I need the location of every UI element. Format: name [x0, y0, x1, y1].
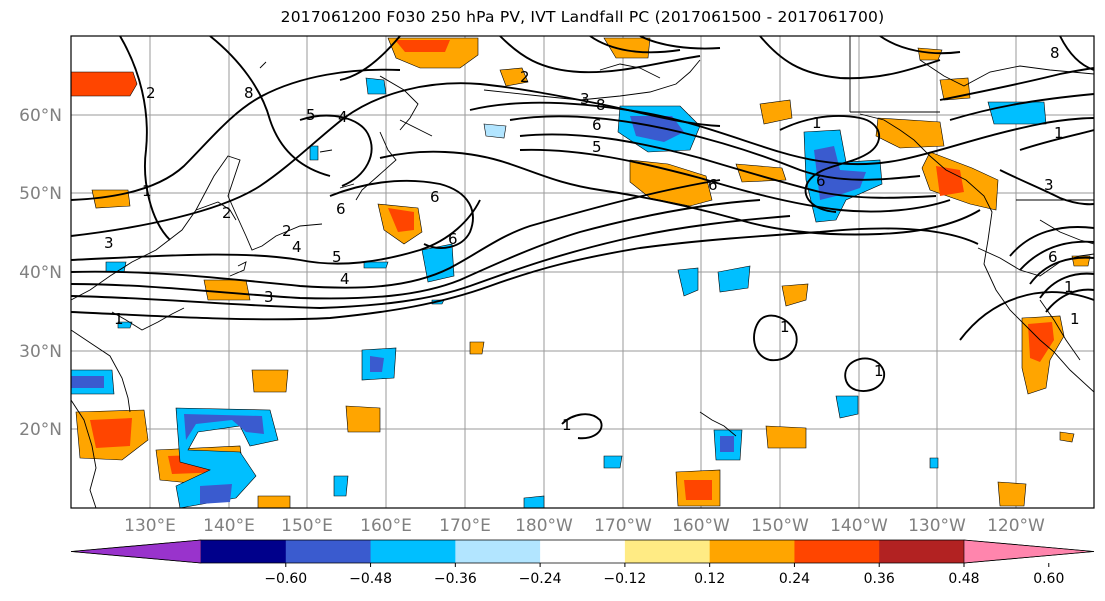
colorbar-segment — [879, 540, 965, 563]
lon-label: 140°W — [830, 516, 888, 536]
contour-label: 8 — [244, 84, 254, 102]
colorbar-tick-label: −0.24 — [519, 571, 562, 587]
contour-label: 1 — [1070, 310, 1080, 328]
contour-labels: 2 8 5 4 6 6 2 3 1 2 4 5 4 3 6 8 6 3 5 2 … — [104, 44, 1080, 434]
contour-label: 3 — [104, 234, 114, 252]
contour-label: 2 — [146, 84, 156, 102]
colorbar-tick-label: 0.24 — [779, 571, 810, 587]
colorbar-segment — [455, 540, 541, 563]
contour-label: 3 — [1044, 176, 1054, 194]
contour-label: 1 — [874, 362, 884, 380]
colorbar-extend-low — [70, 539, 202, 564]
contour-label: 8 — [1050, 44, 1060, 62]
contour-label: 4 — [292, 238, 302, 256]
lon-label: 170°E — [439, 516, 491, 536]
contour-label: 1 — [812, 114, 822, 132]
colorbar-segment — [540, 540, 626, 563]
contour-label: 2 — [222, 204, 232, 222]
colorbar-tick-label: −0.36 — [434, 571, 477, 587]
contour-label: 1 — [562, 416, 572, 434]
lat-label: 30°N — [19, 342, 62, 362]
map-frame — [70, 35, 1095, 509]
colorbar-tick-label: 0.48 — [948, 571, 979, 587]
lon-label: 160°E — [360, 516, 412, 536]
pv-contours — [71, 36, 1094, 440]
contour-label: 2 — [282, 222, 292, 240]
lat-label: 50°N — [19, 184, 62, 204]
contour-label: 3 — [580, 90, 590, 108]
contour-label: 1 — [1064, 278, 1074, 296]
contour-label: 1 — [114, 310, 124, 328]
colorbar-segment — [709, 540, 795, 563]
latitude-labels: 60°N 50°N 40°N 30°N 20°N — [19, 106, 62, 440]
lon-label: 170°W — [594, 516, 652, 536]
contour-label: 1 — [780, 318, 790, 336]
lon-label: 160°W — [672, 516, 730, 536]
page-title: 2017061200 F030 250 hPa PV, IVT Landfall… — [280, 8, 885, 26]
lon-label: 150°E — [281, 516, 333, 536]
contour-label: 6 — [430, 188, 440, 206]
ivt-anomaly-fills — [71, 37, 1091, 508]
colorbar-segment — [370, 540, 456, 563]
colorbar-tick-label: 0.60 — [1033, 571, 1064, 587]
colorbar-outline — [70, 539, 1095, 564]
contour-label: 3 — [264, 288, 274, 306]
longitude-labels: 130°E 140°E 150°E 160°E 170°E 180°W 170°… — [124, 516, 1045, 536]
contour-label: 4 — [340, 270, 350, 288]
colorbar-tick-label: 0.12 — [694, 571, 725, 587]
contour-label: 6 — [816, 172, 826, 190]
colorbar-tick-label: −0.48 — [349, 571, 392, 587]
contour-label: 6 — [708, 176, 718, 194]
lon-label: 120°W — [987, 516, 1045, 536]
contour-label: 2 — [520, 68, 530, 86]
contour-label: 4 — [338, 108, 348, 126]
contour-label: 6 — [592, 116, 602, 134]
colorbar-extend-high — [963, 539, 1095, 564]
contour-label: 5 — [592, 138, 602, 156]
colorbar-segment — [794, 540, 880, 563]
lon-label: 130°E — [124, 516, 176, 536]
contour-label: 6 — [448, 230, 458, 248]
colorbar-segment — [201, 540, 287, 563]
contour-label: 5 — [306, 106, 316, 124]
contour-label: 5 — [332, 248, 342, 266]
contour-label: 6 — [1048, 248, 1058, 266]
lat-label: 20°N — [19, 420, 62, 440]
contour-label: 1 — [1054, 124, 1064, 142]
lon-label: 180°W — [515, 516, 573, 536]
contour-label: 1 — [142, 182, 152, 200]
colorbar-segment — [285, 540, 372, 563]
contour-label: 6 — [336, 200, 346, 218]
colorbar-tick-label: −0.12 — [603, 571, 646, 587]
colorbar: −0.60 −0.48 −0.36 −0.24 −0.12 0.12 0.24 0.36 0.4… — [70, 539, 1095, 587]
lat-label: 60°N — [19, 106, 62, 126]
colorbar-tick-label: −0.60 — [264, 571, 307, 587]
lon-label: 130°W — [908, 516, 966, 536]
lon-label: 140°E — [203, 516, 255, 536]
colorbar-tick-label: 0.36 — [864, 571, 895, 587]
contour-label: 8 — [596, 96, 606, 114]
lat-label: 40°N — [19, 263, 62, 283]
lon-label: 150°W — [751, 516, 809, 536]
colorbar-segment — [624, 540, 711, 563]
